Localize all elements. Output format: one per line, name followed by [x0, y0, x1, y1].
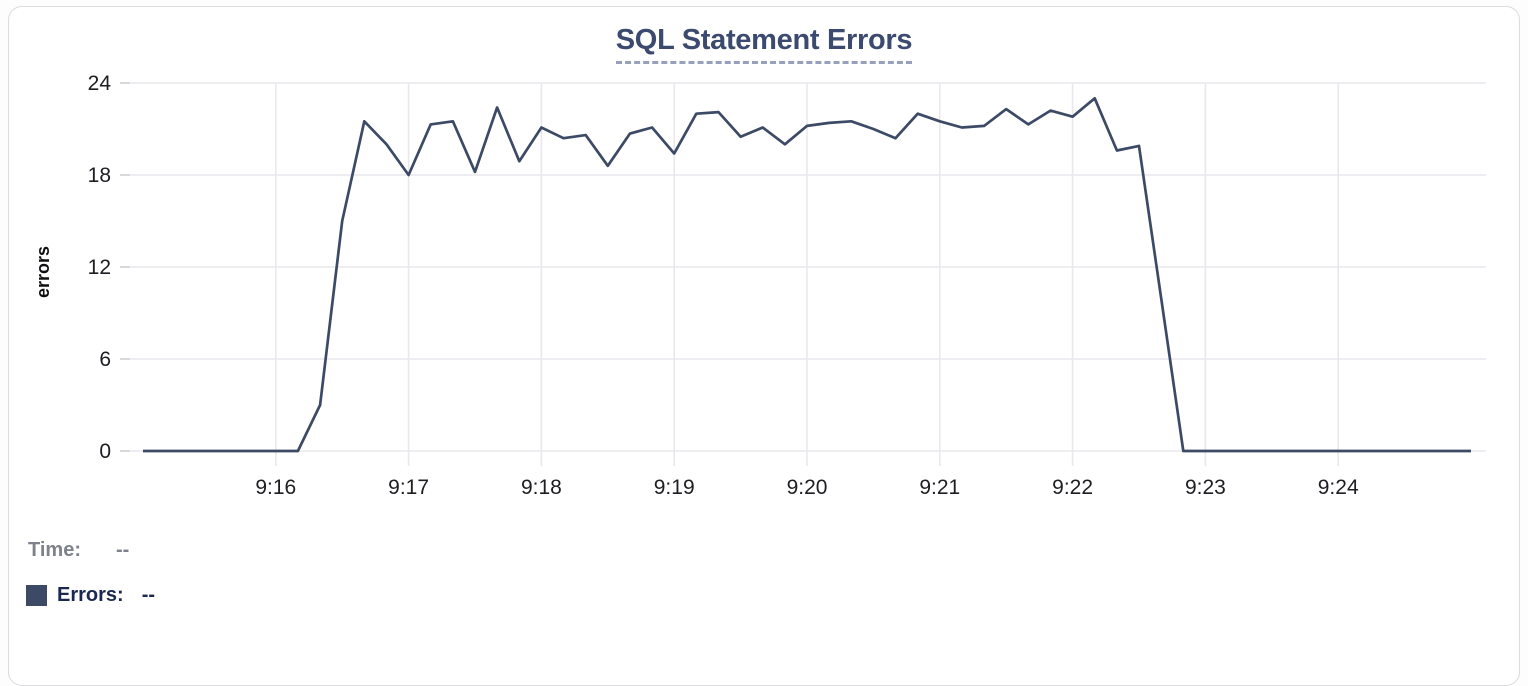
tooltip-time-row: Time: --	[28, 539, 129, 562]
x-tick-label: 9:21	[919, 476, 960, 499]
errors-chart[interactable]: 0 6 12 18 24 9:16 9:17 9:18 9:19 9:20 9:21 9:22 9:23…	[0, 0, 1528, 652]
y-tick-label: 24	[88, 72, 112, 95]
tooltip-time-value: --	[115, 539, 130, 561]
errors-line	[143, 96, 1471, 453]
x-tick-label: 9:20	[787, 476, 828, 499]
tooltip-errors-row: Errors: --	[26, 584, 155, 607]
y-tick-label: 18	[88, 164, 111, 187]
tooltip-errors-label: Errors:	[57, 584, 124, 606]
y-tick-label: 12	[88, 256, 111, 279]
tooltip-time-label: Time:	[28, 539, 81, 561]
y-axis-title: errors	[33, 246, 53, 298]
x-tick-label: 9:17	[388, 476, 429, 499]
tooltip-errors-value: --	[141, 584, 156, 606]
y-tick-label: 6	[99, 348, 111, 371]
x-tick-label: 9:23	[1185, 476, 1226, 499]
chart-title[interactable]: SQL Statement Errors	[615, 24, 913, 64]
x-tick-label: 9:18	[521, 476, 562, 499]
chart-card	[8, 6, 1520, 686]
chart-header: SQL Statement Errors	[0, 24, 1528, 64]
x-tick-label: 9:16	[255, 476, 296, 499]
x-tick-label: 9:22	[1052, 476, 1093, 499]
x-tick-label: 9:24	[1318, 476, 1359, 499]
errors-series-swatch	[26, 585, 47, 606]
y-tick-label: 0	[99, 440, 111, 463]
x-tick-label: 9:19	[654, 476, 695, 499]
